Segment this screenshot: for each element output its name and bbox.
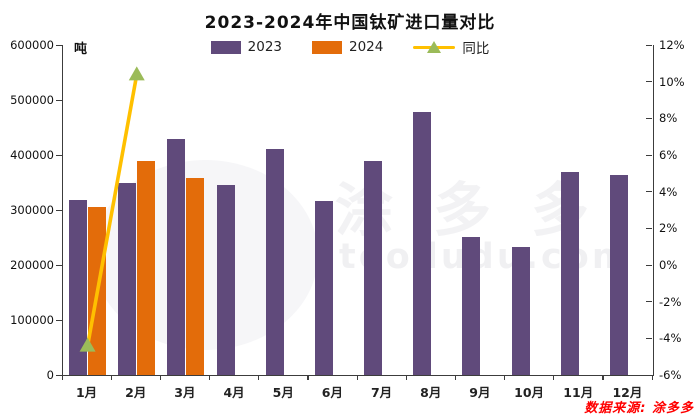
x-axis-label: 3月: [174, 385, 196, 400]
yoy-line-layer: [79, 66, 145, 352]
y-axis-right-label: 8%: [659, 111, 678, 126]
y-axis-right-tick: [646, 227, 652, 230]
y-axis-right-label: 0%: [659, 258, 678, 272]
x-axis-tick: [258, 375, 260, 380]
x-axis-tick: [61, 375, 63, 380]
x-axis-tick: [307, 375, 309, 380]
source-note: 数据来源: 涂多多: [584, 401, 694, 416]
bar-2023-2月: [118, 182, 137, 375]
y-axis-left-tick: [56, 154, 62, 156]
x-axis-label: 6月: [321, 385, 343, 400]
bar-2023-5月: [265, 148, 284, 375]
x-axis-tick: [405, 375, 407, 380]
bar-2023-3月: [167, 138, 186, 375]
x-axis-tick: [504, 375, 506, 380]
x-axis-label: 1月: [75, 385, 98, 400]
y-axis-left-tick: [56, 374, 62, 376]
y-axis-left-tick: [56, 264, 62, 266]
bar-2024-3月: [186, 178, 205, 375]
bar-2023-4月: [216, 185, 235, 375]
x-axis-tick: [159, 375, 162, 380]
y-axis-left-tick: [56, 209, 62, 211]
watermark-text-en: toodudu.com: [339, 237, 632, 277]
bar-2023-12月: [609, 175, 628, 375]
x-axis-tick: [356, 375, 358, 380]
y-axis-right-tick: [646, 337, 652, 340]
bar-2023-1月: [69, 200, 88, 375]
y-axis-right-tick: [646, 374, 652, 376]
x-axis-label: 9月: [469, 385, 491, 400]
y-axis-left-label: 0: [46, 368, 54, 382]
y-axis-left-label: 500000: [10, 93, 54, 107]
y-axis-right-tick: [646, 81, 652, 83]
y-axis-left-label: 300000: [10, 203, 54, 217]
y-axis-right-label: -4%: [659, 331, 682, 346]
x-axis-tick: [209, 375, 211, 380]
y-axis-left-label: 400000: [10, 148, 54, 162]
x-axis-label: 12月: [612, 385, 643, 400]
x-axis-label: 8月: [420, 385, 442, 400]
legend-label-2024: 2024: [349, 39, 384, 55]
y-axis-left-label: 100000: [10, 313, 54, 327]
y-axis-right-tick: [646, 44, 652, 46]
y-axis-right-tick: [646, 117, 652, 120]
y-axis-left-tick: [56, 44, 62, 46]
x-axis-label: 4月: [223, 385, 245, 400]
plot-area: 涂多多 toodudu.com: [62, 45, 654, 376]
y-axis-left-label: 600000: [10, 38, 54, 52]
y-axis-right-label: -2%: [659, 294, 682, 309]
y-axis-right-tick: [646, 264, 652, 266]
y-axis-left-label: 200000: [10, 258, 54, 272]
bar-2023-8月: [413, 112, 432, 375]
legend-item-yoy: 同比: [413, 37, 489, 57]
y-axis-right-label: 12%: [659, 38, 685, 52]
legend-swatch-2024: [312, 40, 342, 54]
x-axis-tick: [553, 375, 555, 380]
x-axis-tick: [602, 375, 604, 380]
x-axis-tick: [454, 375, 457, 380]
x-axis-label: 2月: [125, 385, 147, 400]
legend-line-marker-icon: [413, 40, 456, 54]
y-axis-left-tick: [56, 99, 62, 101]
bar-2023-6月: [314, 200, 333, 375]
bar-2023-10月: [511, 246, 530, 375]
y-axis-right-label: 6%: [659, 148, 678, 162]
yoy-line: [85, 73, 139, 347]
x-axis-label: 7月: [370, 385, 393, 400]
legend-label-yoy: 同比: [462, 41, 490, 57]
bar-2024-2月: [137, 160, 156, 375]
y-axis-left-tick: [56, 319, 62, 321]
legend-swatch-2023: [210, 40, 241, 54]
yoy-triangle-marker-icon: [128, 66, 145, 81]
y-axis-right-label: 2%: [659, 221, 678, 236]
legend-label-2023: 2023: [247, 39, 282, 55]
triangle-marker-icon: [427, 40, 442, 53]
y-axis-right-tick: [646, 191, 652, 193]
legend-item-2023: 2023: [210, 39, 282, 55]
unit-label: 吨: [74, 42, 88, 57]
bar-2023-7月: [364, 160, 383, 375]
y-axis-right-label: -6%: [659, 368, 682, 382]
x-axis-label: 10月: [514, 385, 545, 400]
x-axis-tick: [651, 375, 653, 380]
bars-layer: [63, 45, 653, 375]
legend: 2023 2024 同比: [0, 37, 700, 57]
y-axis-right-tick: [646, 301, 652, 303]
x-axis-tick: [110, 375, 112, 380]
yoy-triangle-marker-icon: [79, 337, 96, 352]
x-axis-label: 5月: [272, 385, 294, 400]
x-axis-label: 11月: [563, 385, 594, 400]
y-axis-right-label: 4%: [659, 184, 678, 199]
bar-2023-11月: [560, 172, 579, 375]
legend-item-2024: 2024: [312, 39, 383, 55]
chart-title: 2023-2024年中国钛矿进口量对比: [204, 13, 496, 33]
y-axis-right-label: 10%: [659, 74, 685, 89]
bar-2023-9月: [462, 236, 481, 375]
y-axis-right-tick: [646, 154, 652, 156]
